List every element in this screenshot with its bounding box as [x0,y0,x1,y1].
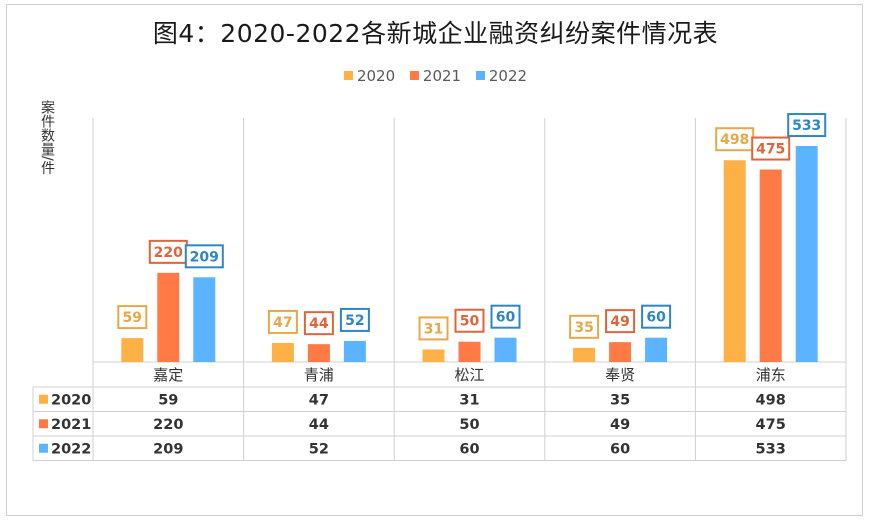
data-label-box [605,309,636,334]
bar-2022 [795,146,818,362]
data-label: 44 [309,316,329,332]
y-axis-label: 案件数量/件 [39,100,55,175]
data-label-box [490,304,521,329]
legend-label-2020: 2020 [356,66,396,85]
legend-swatch-2020 [343,71,353,80]
table-series-name: 2020 [51,392,91,408]
data-label-box [569,314,600,339]
legend-label-2022: 2022 [488,66,528,85]
data-label-box [418,316,449,341]
legend-item-2022: 2022 [475,66,528,85]
bar-2020 [422,349,445,362]
data-label: 220 [154,245,183,261]
bar-2021 [458,341,481,362]
legend: 2020 2021 2022 [0,66,871,85]
data-label-box [117,305,148,330]
bar-2021 [157,272,180,362]
bar-2022 [494,337,517,362]
bar-2021 [759,169,782,362]
data-label: 50 [460,314,480,330]
table-cell: 52 [309,441,329,457]
legend-label-2021: 2021 [422,66,462,85]
table-cell: 49 [610,417,630,433]
table-legend-swatch [39,394,48,404]
data-label-box [787,113,827,138]
bar-2020 [573,347,596,362]
data-label-box [303,311,334,336]
table-cell: 44 [309,417,329,433]
data-label: 60 [646,310,666,326]
table-cell: 533 [756,441,786,457]
table-series-name: 2022 [51,441,91,457]
x-tick-label: 浦东 [756,366,786,384]
table-cell: 59 [158,392,178,408]
table-cell: 31 [459,392,479,408]
legend-item-2021: 2021 [409,66,462,85]
table-cell: 220 [153,417,183,433]
legend-swatch-2022 [475,71,485,80]
data-label-box [751,136,791,161]
table-series-name: 2021 [51,417,91,433]
data-label-box [184,244,224,269]
bar-2020 [271,342,294,362]
table-cell: 60 [459,441,479,457]
table-cell: 209 [153,441,183,457]
data-label: 60 [496,310,516,326]
bar-2021 [307,344,330,362]
table-cell: 47 [309,392,329,408]
table-cell: 498 [756,392,786,408]
data-label: 35 [574,320,593,336]
data-label: 209 [190,249,219,265]
bar-2022 [193,277,216,362]
data-label-box [267,309,298,334]
data-label-box [339,307,370,332]
table-cell: 475 [756,417,786,433]
table-cell: 50 [459,417,479,433]
x-tick-label: 奉贤 [605,366,635,384]
table-legend-swatch [39,419,48,429]
data-label: 533 [792,118,821,134]
bar-2022 [343,340,366,362]
data-label: 498 [720,132,749,148]
data-label: 47 [273,315,292,331]
table-legend-swatch [39,443,48,453]
data-label-box [454,308,485,333]
data-label: 59 [123,310,142,326]
chart-title: 图4：2020-2022各新城企业融资纠纷案件情况表 [152,19,719,48]
data-label-box [641,304,672,329]
x-tick-label: 嘉定 [153,366,183,384]
table-cell: 35 [610,392,630,408]
bar-2021 [609,342,632,362]
legend-item-2020: 2020 [343,66,396,85]
data-label: 49 [610,314,629,330]
data-label: 31 [424,321,443,337]
bar-2022 [645,337,668,362]
bar-2020 [723,160,746,362]
data-label: 475 [756,142,785,158]
table-cell: 60 [610,441,630,457]
x-tick-label: 青浦 [304,366,334,384]
data-label: 52 [345,313,364,329]
legend-swatch-2021 [409,71,419,80]
bar-2020 [121,338,144,362]
x-tick-label: 松江 [454,366,484,384]
